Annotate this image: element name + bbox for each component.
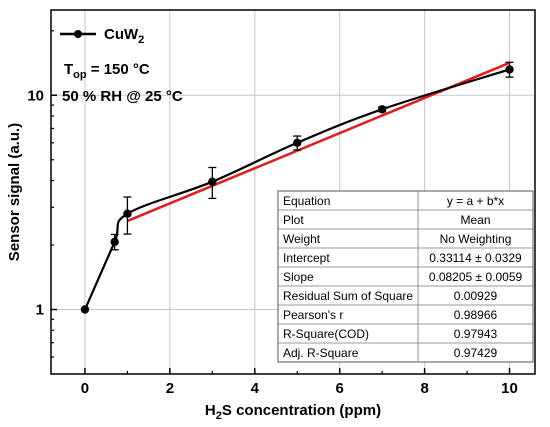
- x-tick-label: 6: [336, 380, 344, 397]
- fit-table-label: Weight: [283, 232, 321, 246]
- fit-table-value: 0.97429: [454, 346, 498, 360]
- x-title-sub: 2: [216, 410, 222, 422]
- data-point: [80, 305, 90, 314]
- legend: CuW2: [60, 26, 144, 46]
- fit-table-value: Mean: [460, 213, 490, 227]
- data-point: [110, 237, 119, 247]
- axis-ticks: 0 2 4 6 8 10 1 10: [27, 30, 518, 397]
- legend-label: CuW2: [104, 26, 144, 46]
- x-title-main: H: [205, 402, 216, 419]
- x-tick-label: 10: [501, 380, 518, 397]
- y-tick-label: 1: [36, 302, 44, 319]
- note-t-main: T: [64, 61, 73, 78]
- fit-table-label: Plot: [283, 213, 304, 227]
- y-axis-title: Sensor signal (a.u.): [6, 123, 23, 261]
- data-point: [208, 177, 217, 186]
- plot-frame: [50, 9, 536, 375]
- fit-table-label: Slope: [283, 270, 314, 284]
- legend-name-main: CuW: [104, 26, 139, 43]
- data-point: [377, 105, 387, 114]
- data-point: [293, 138, 302, 147]
- fit-table-label: Residual Sum of Square: [283, 289, 413, 303]
- x-tick-label: 2: [166, 380, 174, 397]
- x-tick-label: 0: [81, 380, 89, 397]
- fit-table-box: [277, 190, 534, 363]
- note-t-sub: op: [73, 69, 87, 81]
- fit-table-label: R-Square(COD): [283, 327, 369, 341]
- data-point: [123, 209, 132, 218]
- fit-table-value: No Weighting: [440, 232, 512, 246]
- fit-table-value: 0.98966: [454, 308, 498, 322]
- operating-temperature-note: Top = 150 °C: [64, 61, 150, 81]
- legend-marker: [74, 30, 82, 38]
- x-axis-title: H2S concentration (ppm): [205, 402, 381, 422]
- data-series-layer: [80, 61, 514, 314]
- fit-table-value: 0.00929: [454, 289, 498, 303]
- fit-table-value: 0.08205 ± 0.0059: [429, 270, 523, 284]
- x-tick-label: 8: [420, 380, 428, 397]
- fit-table-label: Adj. R-Square: [283, 346, 359, 360]
- fit-table-value: 0.97943: [454, 327, 498, 341]
- fit-table-label: Pearson's r: [283, 308, 343, 322]
- x-title-rest: S concentration (ppm): [222, 402, 381, 419]
- y-tick-label: 10: [27, 87, 44, 104]
- fit-table-value: y = a + b*x: [447, 194, 504, 208]
- humidity-note: 50 % RH @ 25 °C: [62, 88, 183, 105]
- fit-table-label: Intercept: [283, 251, 330, 265]
- x-tick-label: 4: [251, 380, 260, 397]
- fit-results-table: Equation y = a + b*x Plot Mean Weight No Weig…: [277, 190, 534, 363]
- fit-table-value: 0.33114 ± 0.0329: [429, 251, 522, 265]
- note-t-rest: = 150 °C: [87, 61, 150, 78]
- data-point: [505, 65, 514, 74]
- fit-table-label: Equation: [283, 194, 330, 208]
- legend-name-sub: 2: [138, 34, 144, 46]
